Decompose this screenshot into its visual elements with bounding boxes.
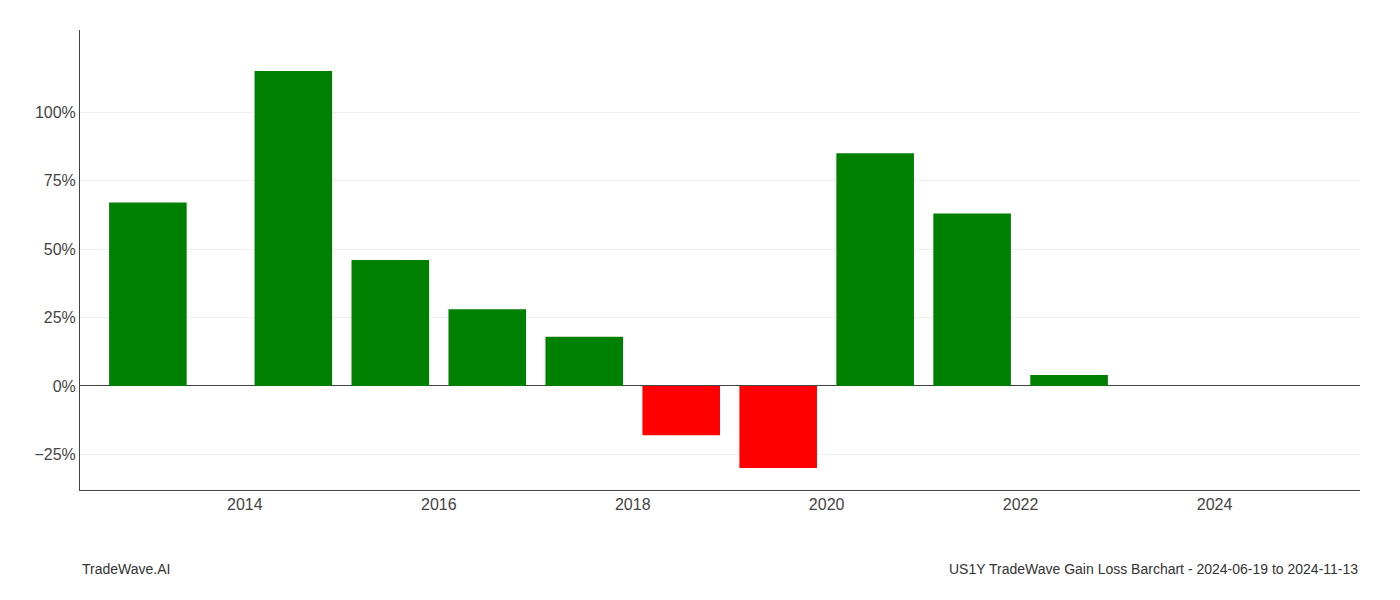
svg-text:US1Y TradeWave Gain Loss Barch: US1Y TradeWave Gain Loss Barchart - 2024… [949, 561, 1358, 577]
svg-text:−25%: −25% [34, 446, 75, 463]
svg-text:0%: 0% [53, 378, 76, 395]
svg-text:2022: 2022 [1003, 496, 1039, 513]
svg-text:2014: 2014 [227, 496, 263, 513]
svg-text:50%: 50% [44, 241, 76, 258]
svg-text:2018: 2018 [615, 496, 651, 513]
svg-text:2020: 2020 [809, 496, 845, 513]
svg-text:2016: 2016 [421, 496, 457, 513]
svg-text:75%: 75% [44, 172, 76, 189]
svg-text:25%: 25% [44, 309, 76, 326]
svg-text:TradeWave.AI: TradeWave.AI [82, 561, 170, 577]
svg-text:100%: 100% [35, 104, 76, 121]
svg-text:2024: 2024 [1197, 496, 1233, 513]
